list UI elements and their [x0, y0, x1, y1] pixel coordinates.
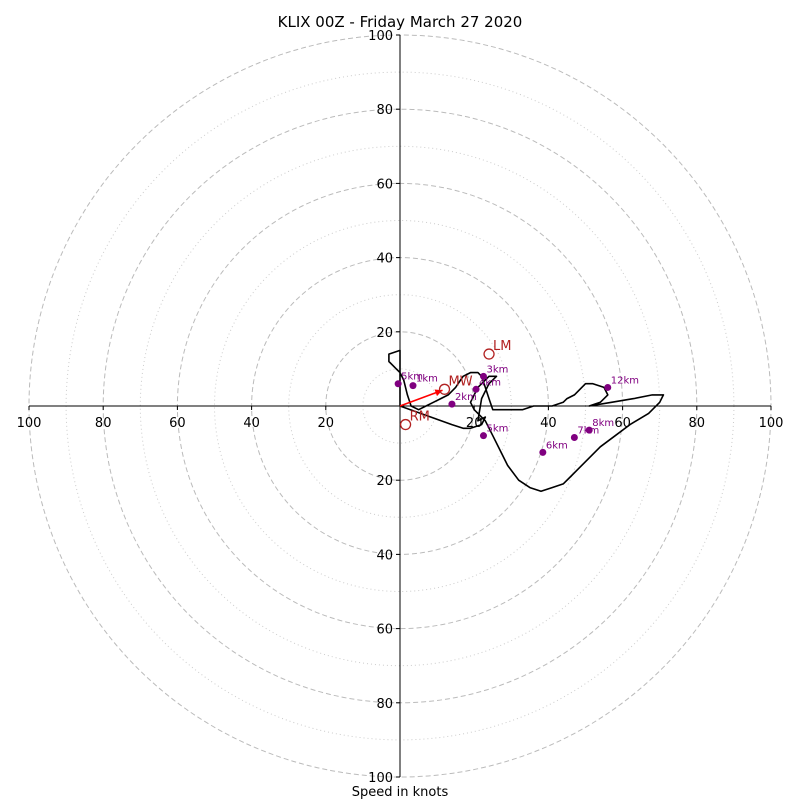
height-marker-dot — [409, 382, 417, 390]
storm-motion-label: MW — [449, 374, 473, 389]
height-marker-dot — [479, 432, 487, 440]
height-marker-label: 2km — [455, 392, 477, 403]
height-marker-dot — [604, 383, 612, 391]
height-marker-dot — [570, 434, 578, 442]
height-marker-dot — [448, 400, 456, 408]
storm-motion-marker — [399, 418, 412, 431]
storm-motion-marker — [438, 383, 451, 395]
height-marker-dot — [394, 380, 402, 388]
x-tick-label: 40 — [243, 416, 260, 431]
height-marker-dot — [539, 448, 547, 456]
height-marker-dot — [585, 426, 593, 434]
height-marker-label: 3km — [486, 364, 508, 375]
height-marker-label: 12km — [611, 375, 639, 386]
height-marker-label: 1km — [416, 374, 438, 385]
height-marker-label: 5km — [486, 424, 508, 435]
hodograph-line — [388, 349, 665, 493]
y-tick-label: 80 — [376, 103, 393, 118]
storm-motion-label: RM — [410, 410, 430, 425]
tick-labels: 100 80 60 40 20 20 40 60 80 100204060801002040608… — [17, 29, 784, 786]
height-marker-label: 4km — [479, 377, 501, 388]
y-tick-label: 20 — [376, 326, 393, 341]
height-marker-label: 6km — [546, 440, 568, 451]
x-tick-label: 100 — [17, 416, 42, 431]
height-marker-label: 5km — [401, 372, 423, 383]
chart-title: KLIX 00Z - Friday March 27 2020 — [278, 13, 523, 31]
y-tick-label: 60 — [376, 623, 393, 638]
x-tick-label: 20 — [318, 416, 335, 431]
y-tick-label: 100 — [368, 771, 393, 786]
storm-motion: LM MW RM — [399, 339, 512, 431]
height-markers: 1km2km3km4km5km6km7km8km12km5km — [394, 364, 639, 456]
height-marker-label: 8km — [592, 418, 614, 429]
x-tick-label: 40 — [540, 416, 557, 431]
y-tick-label: 40 — [376, 252, 393, 267]
y-tick-label: 20 — [376, 474, 393, 489]
storm-motion-label: LM — [493, 339, 511, 354]
x-tick-label: 60 — [169, 416, 186, 431]
storm-motion-marker — [483, 348, 495, 360]
y-tick-label: 80 — [376, 697, 393, 712]
height-marker-dot — [472, 385, 480, 393]
y-tick-label: 40 — [376, 548, 393, 563]
hodograph-trace — [388, 349, 665, 493]
mean-wind-vector — [399, 389, 443, 407]
x-tick-label: 100 — [759, 416, 784, 431]
x-tick-label: 60 — [614, 416, 631, 431]
height-marker-dot — [479, 372, 487, 380]
x-axis-label: Speed in knots — [352, 785, 449, 800]
y-tick-label: 100 — [368, 29, 393, 44]
y-tick-label: 60 — [376, 177, 393, 192]
x-tick-label: 80 — [95, 416, 112, 431]
x-tick-label: 80 — [689, 416, 706, 431]
